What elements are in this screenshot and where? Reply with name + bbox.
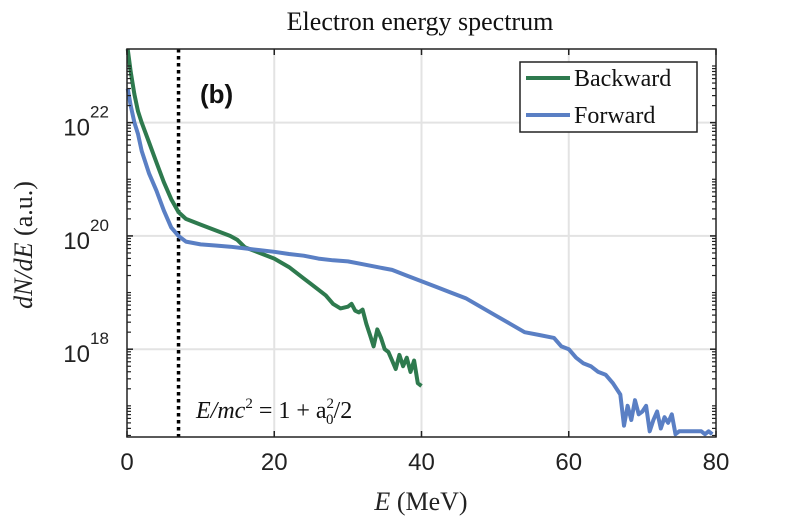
y-tick-exponent-1: 20 [90,216,109,235]
x-tick-label-2: 40 [408,449,435,476]
y-axis-label: dN/dE (a.u.) [9,181,38,309]
chart-title: Electron energy spectrum [287,7,554,36]
y-tick-label-2: 10 [63,115,90,142]
series-line-backward [125,48,423,388]
x-axis-label: E (MeV) [373,487,467,516]
y-axis-unit: (a.u.) [9,181,38,236]
y-tick-exponent-0: 18 [90,329,109,348]
x-axis-unit: (MeV) [397,487,468,516]
x-axis-var: E [373,487,390,516]
annotation-formula: E/mc2 = 1 + a2 0/2 [195,396,352,428]
annotation-lhs: E/mc [195,398,246,424]
x-tick-label-3: 60 [555,449,582,476]
y-tick-exponent-2: 22 [90,103,109,122]
legend: Backward Forward [519,61,698,133]
y-axis-var: dN/dE [9,242,38,309]
annotation-tail: /2 [334,398,353,424]
plot-area [125,48,714,437]
x-tick-label-0: 0 [120,449,133,476]
legend-label-backward: Backward [574,66,671,92]
legend-label-forward: Forward [574,103,655,129]
y-tick-label-0: 10 [63,341,90,368]
series-line-forward [125,88,714,437]
x-tick-label-4: 80 [703,449,730,476]
y-tick-label-1: 10 [63,228,90,255]
x-tick-label-1: 20 [261,449,288,476]
panel-label: (b) [200,79,233,109]
legend-box [519,61,698,133]
annotation-rhs: = 1 + a [253,398,327,424]
